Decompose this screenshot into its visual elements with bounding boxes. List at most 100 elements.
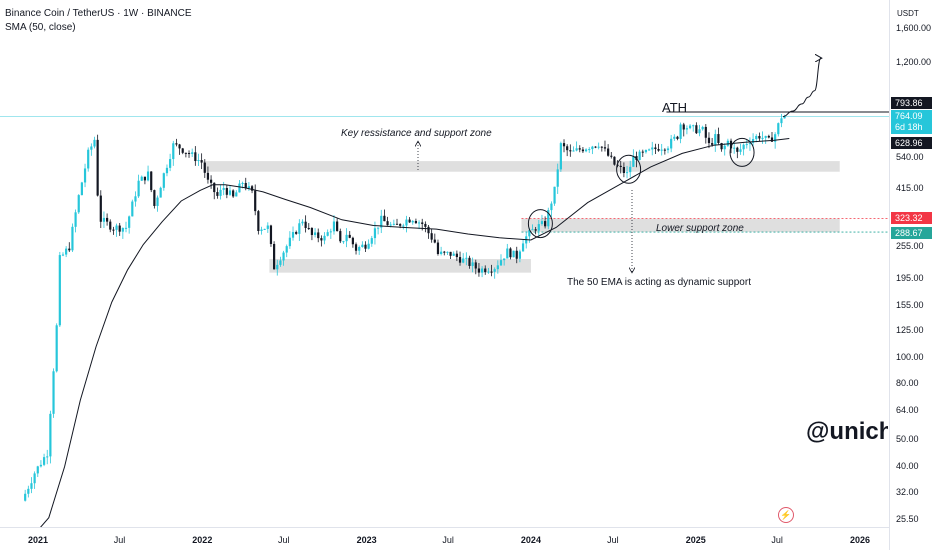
candle-body	[701, 126, 704, 130]
candle-body	[279, 260, 282, 265]
candle-body	[336, 221, 339, 232]
ema-note-label: The 50 EMA is acting as dynamic support	[567, 277, 751, 288]
candle-body	[676, 136, 679, 139]
candle-body	[455, 253, 458, 258]
symbol-title[interactable]: Binance Coin / TetherUS · 1W · BINANCE	[5, 8, 192, 19]
candle-body	[440, 251, 443, 255]
candle-body	[402, 225, 405, 227]
candle-body	[257, 211, 260, 231]
candle-body	[383, 215, 386, 222]
sma-price-tag: 628.96	[891, 137, 932, 149]
zone-2	[269, 259, 531, 273]
y-tick-label: 125.00	[896, 325, 924, 336]
candle-body	[770, 137, 774, 142]
candle-body	[679, 124, 682, 139]
candle-body	[238, 183, 241, 193]
candle-body	[739, 149, 742, 152]
candle-body	[399, 224, 402, 226]
candle-body	[187, 153, 191, 155]
candle-body	[433, 239, 436, 243]
candle-body	[509, 248, 512, 258]
candle-body	[36, 466, 39, 474]
candle-body	[326, 232, 329, 236]
indicator-label[interactable]: SMA (50, close)	[5, 22, 76, 33]
candle-body	[181, 148, 184, 153]
candle-body	[480, 268, 484, 273]
candle-body	[373, 228, 377, 239]
candle-body	[547, 210, 550, 227]
candle-body	[361, 244, 364, 248]
projection-arrow	[782, 58, 821, 118]
highlight-circle-2	[729, 137, 755, 167]
candle-body	[310, 228, 314, 235]
x-tick-label: Jul	[607, 535, 619, 545]
candle-body	[178, 144, 181, 149]
candle-body	[629, 166, 632, 173]
candle-body	[65, 248, 68, 255]
candle-body	[515, 250, 518, 259]
candle-body	[298, 223, 301, 234]
candle-body	[323, 235, 326, 241]
candle-body	[711, 143, 714, 145]
flash-icon[interactable]: ⚡	[778, 507, 794, 523]
y-tick-label: 50.00	[896, 434, 919, 445]
y-tick-label: 40.00	[896, 460, 919, 471]
x-tick-label: Jul	[771, 535, 783, 545]
candle-body	[140, 176, 143, 181]
candle-body	[46, 456, 49, 458]
candle-body	[194, 152, 197, 162]
candle-body	[295, 232, 298, 234]
candle-body	[462, 258, 465, 263]
candle-body	[607, 148, 610, 156]
candle-body	[241, 182, 244, 184]
candle-body	[244, 182, 247, 189]
current-price: 764.09	[895, 111, 923, 121]
candle-body	[200, 160, 203, 163]
candle-body	[266, 225, 269, 229]
sma-line	[35, 138, 790, 533]
candle-body	[641, 151, 644, 153]
candle-body	[758, 135, 761, 139]
candle-body	[660, 149, 663, 151]
candle-body	[307, 227, 310, 229]
candle-body	[203, 162, 206, 173]
y-tick-label: 64.00	[896, 404, 919, 415]
candle-body	[80, 182, 83, 196]
candle-body	[58, 255, 61, 326]
annotation-layer	[418, 58, 821, 272]
candle-body	[213, 182, 216, 193]
candle-body	[572, 150, 575, 152]
candle-body	[209, 179, 213, 183]
candle-body	[544, 221, 547, 227]
candle-body	[647, 149, 651, 151]
candle-body	[276, 264, 279, 270]
candle-body	[254, 190, 257, 212]
candle-body	[436, 242, 440, 255]
time-axis[interactable]	[0, 527, 889, 551]
candle-body	[581, 149, 585, 152]
candle-body	[780, 118, 783, 124]
candle-body	[452, 253, 455, 256]
key-zone-label: Key ressistance and support zone	[341, 128, 492, 139]
candle-body	[657, 149, 660, 151]
candle-body	[704, 126, 707, 138]
candle-body	[474, 262, 477, 269]
currency-label[interactable]: USDT	[897, 9, 919, 18]
candle-body	[493, 269, 496, 272]
x-tick-label: 2021	[28, 535, 49, 545]
candle-body	[556, 169, 559, 187]
y-tick-label: 1,600.00	[896, 22, 932, 33]
y-tick-label: 100.00	[896, 351, 924, 362]
candle-body	[162, 173, 165, 188]
candle-body	[235, 192, 238, 197]
candle-body	[783, 116, 786, 119]
candle-body	[313, 232, 317, 235]
candle-body	[698, 129, 701, 134]
price-scale[interactable]	[889, 0, 932, 550]
candle-body	[566, 146, 569, 151]
candle-body	[726, 140, 729, 146]
candle-body	[169, 159, 172, 168]
candle-body	[619, 165, 622, 168]
resistance-price-tag: 323.32	[891, 212, 932, 224]
